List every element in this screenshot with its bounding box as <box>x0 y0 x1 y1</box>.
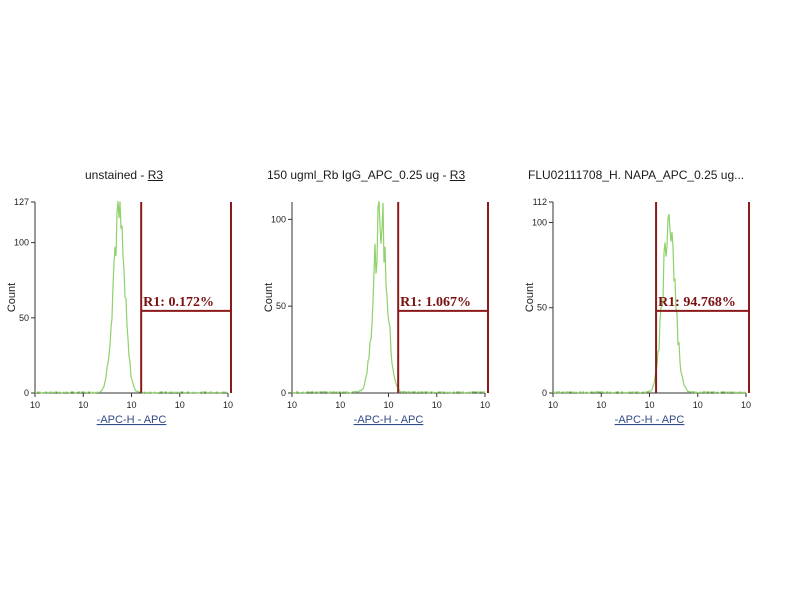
y-tick-label: 50 <box>19 313 29 323</box>
x-axis-label: -APC-H - APC <box>354 414 424 426</box>
y-axis-label: Count <box>263 283 275 312</box>
panel-title-text: FLU02111708_H. NAPA_APC_0.25 ug... <box>528 168 745 182</box>
y-tick-label: 127 <box>14 197 29 207</box>
panel-title: 150 ugml_Rb IgG_APC_0.25 ug - R3 <box>267 168 527 182</box>
x-tick-label: 10 <box>644 400 654 410</box>
gate-link[interactable]: R3 <box>147 168 164 182</box>
x-axis-label: -APC-H - APC <box>615 414 685 426</box>
histogram-series <box>552 213 747 394</box>
y-tick-label: 50 <box>276 301 286 311</box>
x-tick-label: 10 <box>548 400 558 410</box>
region-label: R1: 94.768% <box>658 295 736 310</box>
panel-rb-igg: 150 ugml_Rb IgG_APC_0.25 ug - R3 0 50 100 1… <box>263 160 527 450</box>
x-tick-label: 10 <box>480 400 490 410</box>
histogram-plot: 0 50 100 112 10 10 10 10 10 Count -APC-H - APC R1: … <box>524 197 751 426</box>
y-tick-label: 100 <box>532 217 547 227</box>
histogram-plot: 0 50 100 10 10 10 10 10 Count -APC-H - APC R1: 1.0… <box>263 201 490 426</box>
x-tick-label: 10 <box>287 400 297 410</box>
x-tick-label: 10 <box>126 400 136 410</box>
region-label: R1: 1.067% <box>400 295 471 310</box>
y-axis-label: Count <box>524 283 536 312</box>
x-axis-label: -APC-H - APC <box>97 414 167 426</box>
y-tick-label: 100 <box>14 238 29 248</box>
region-label: R1: 0.172% <box>143 295 214 310</box>
x-tick-label: 10 <box>693 400 703 410</box>
x-tick-label: 10 <box>741 400 751 410</box>
y-tick-label: 0 <box>24 388 29 398</box>
x-tick-label: 10 <box>30 400 40 410</box>
panel-unstained: unstained - R3 0 50 100 127 10 10 10 10 10 Count -… <box>6 160 270 450</box>
histogram-series <box>291 201 486 394</box>
y-tick-label: 112 <box>533 197 547 207</box>
x-tick-label: 10 <box>432 400 442 410</box>
histogram-series <box>34 201 228 394</box>
panel-title: FLU02111708_H. NAPA_APC_0.25 ug... <box>528 168 788 182</box>
panel-title: unstained - R3 <box>10 168 270 182</box>
panel-title-text: unstained - <box>85 168 148 182</box>
y-tick-label: 0 <box>542 388 547 398</box>
x-tick-label: 10 <box>335 400 345 410</box>
y-tick-label: 50 <box>537 303 547 313</box>
x-tick-label: 10 <box>78 400 88 410</box>
gate-link[interactable]: R3 <box>449 168 466 182</box>
x-tick-label: 10 <box>175 400 185 410</box>
x-tick-label: 10 <box>596 400 606 410</box>
panel-napa: FLU02111708_H. NAPA_APC_0.25 ug... 0 50 10… <box>524 160 788 450</box>
y-axis-label: Count <box>6 283 18 312</box>
x-tick-label: 10 <box>223 400 233 410</box>
y-tick-label: 100 <box>271 214 286 224</box>
panel-title-text: 150 ugml_Rb IgG_APC_0.25 ug - <box>267 168 450 182</box>
y-tick-label: 0 <box>281 388 286 398</box>
x-tick-label: 10 <box>383 400 393 410</box>
histogram-plot: 0 50 100 127 10 10 10 10 10 Count -APC-H - APC R1: … <box>6 197 233 426</box>
